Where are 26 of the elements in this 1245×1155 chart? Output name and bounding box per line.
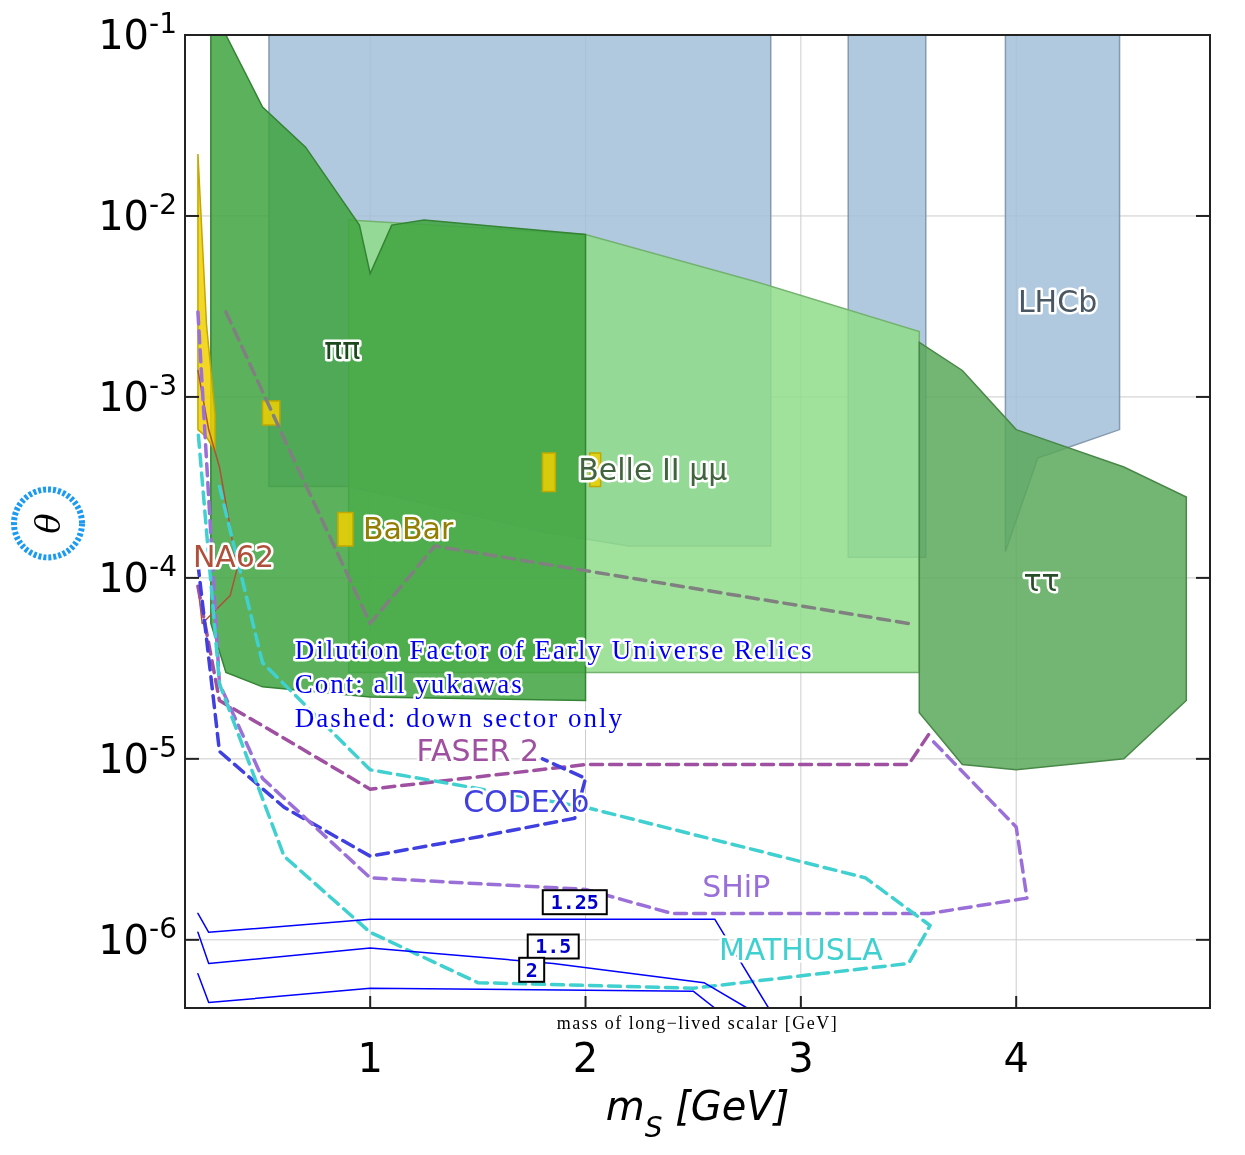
series-label: SHiP	[702, 869, 771, 905]
annotation: 1.25	[550, 890, 599, 915]
y-tick-label: 10$^{-4}$	[98, 549, 177, 601]
y-tick-label: 10$^{-6}$	[98, 911, 177, 963]
series-label: ττ	[1023, 563, 1060, 599]
x-tick-label: 2	[572, 1035, 599, 1081]
y-axis-title: θ	[28, 513, 68, 534]
y-tick-label: 10$^{-1}$	[98, 6, 177, 58]
series-label: LHCb	[1017, 283, 1098, 319]
text: mass of long−lived scalar [GeV]	[556, 1013, 839, 1033]
annotation: Dashed: down sector only	[294, 702, 625, 733]
y-tick-label: 10$^{-5}$	[98, 730, 177, 782]
annotation: 1.5	[535, 934, 572, 959]
series-label: ππ	[324, 330, 361, 366]
annotation: Cont: all yukawas	[294, 668, 524, 699]
x-tick-label: 4	[1003, 1035, 1029, 1081]
x-tick-label: 3	[788, 1035, 814, 1081]
line-series	[196, 584, 932, 791]
x-axis-title: m$_{S}$ [GeV]	[605, 1083, 790, 1144]
annotation: Dilution Factor of Early Universe Relics	[294, 634, 814, 665]
annotation: 2	[525, 957, 538, 982]
series-label: FASER 2	[416, 732, 540, 768]
x-tick-label: 1	[357, 1035, 383, 1081]
series-label: BaBar	[362, 511, 454, 547]
y-tick-label: 10$^{-2}$	[98, 187, 177, 239]
y-tick-label: 10$^{-3}$	[98, 368, 177, 420]
